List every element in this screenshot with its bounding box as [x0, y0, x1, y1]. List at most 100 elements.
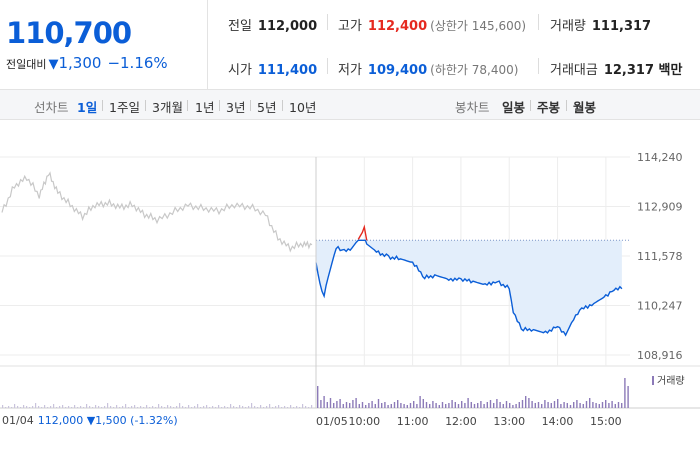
volume-bars — [2, 378, 629, 408]
divider — [530, 100, 531, 111]
volume-bar — [278, 405, 280, 408]
volume-bar — [598, 404, 600, 408]
volume-bar — [44, 405, 46, 408]
tab-3y[interactable]: 3년 — [226, 100, 246, 115]
volume-bar — [371, 401, 373, 408]
volume-bar — [470, 402, 472, 408]
volume-bar — [425, 402, 428, 408]
volume-legend: 거래량 — [652, 372, 685, 387]
volume-bar — [236, 407, 238, 408]
change-label: 전일대비 — [6, 58, 47, 71]
volume-bar — [377, 399, 380, 408]
tab-daily[interactable]: 일봉 — [502, 100, 526, 115]
volume-bar — [191, 407, 193, 408]
volume-bar — [116, 405, 118, 408]
tab-1w[interactable]: 1주일 — [109, 100, 140, 115]
tab-monthly[interactable]: 월봉 — [573, 100, 597, 115]
volume-bar — [227, 407, 229, 408]
stock-summary-header: 110,700 전일대비 ▼1,300 −1.16% 전일 112,000 고가 112… — [0, 0, 700, 90]
volume-bar — [374, 404, 376, 408]
volume-bar — [457, 404, 460, 408]
tab-5y[interactable]: 5년 — [257, 100, 277, 115]
volume-bar — [355, 398, 357, 408]
volume-bar — [329, 398, 332, 408]
volume-bar — [576, 400, 578, 408]
volume-bar — [29, 407, 31, 408]
volume-bar — [266, 406, 268, 408]
volume-bar — [512, 405, 514, 408]
volume-bar — [416, 404, 418, 408]
volume-bar — [149, 407, 151, 408]
volume-bar — [349, 403, 351, 408]
volume-bar — [515, 404, 517, 408]
volume-bar — [400, 403, 402, 408]
stat-value: 12,317 백만 — [603, 63, 683, 78]
volume-bar — [624, 378, 626, 408]
tab-weekly[interactable]: 주봉 — [537, 100, 561, 115]
tab-1y[interactable]: 1년 — [195, 100, 215, 115]
volume-bar — [621, 403, 623, 408]
volume-bar — [432, 401, 434, 408]
prev-day-summary: 01/04 112,000 ▼1,500 (-1.32%) — [2, 414, 178, 427]
volume-bar — [260, 405, 262, 408]
volume-bar — [617, 402, 620, 408]
volume-bar — [47, 407, 49, 408]
volume-bar — [140, 406, 142, 408]
divider — [327, 14, 328, 30]
volume-bar — [550, 403, 552, 408]
divider — [327, 58, 328, 74]
volume-bar — [627, 386, 629, 408]
tab-1d[interactable]: 1일 — [77, 100, 98, 115]
stat-label: 전일 — [228, 19, 252, 34]
y-tick-label: 112,909 — [637, 201, 683, 214]
volume-bar — [119, 407, 121, 408]
volume-bar — [86, 404, 88, 408]
volume-bar — [107, 403, 109, 408]
volume-bar — [230, 404, 232, 408]
volume-bar — [8, 406, 10, 408]
candle-chart-header: 봉차트 — [455, 100, 490, 115]
volume-bar — [563, 402, 565, 408]
price-box: 110,700 전일대비 ▼1,300 −1.16% — [0, 0, 208, 90]
volume-bar — [200, 407, 202, 408]
x-tick-label: 01/05 — [316, 415, 348, 428]
volume-bar — [445, 404, 447, 408]
volume-bar — [74, 405, 76, 408]
volume-bar — [419, 396, 421, 408]
tab-3m[interactable]: 3개월 — [152, 100, 183, 115]
volume-bar — [311, 405, 313, 408]
volume-bar — [387, 405, 389, 408]
volume-bar — [541, 404, 543, 408]
volume-bar — [185, 407, 187, 408]
volume-bar — [131, 406, 133, 408]
volume-bar — [239, 405, 241, 408]
volume-bar — [595, 403, 597, 408]
stat-high: 고가 112,400 (상한가 145,600) — [338, 15, 526, 34]
line-chart-header: 선차트 — [34, 100, 69, 115]
tab-10y[interactable]: 10년 — [289, 100, 317, 115]
volume-bar — [413, 401, 415, 408]
volume-bar — [573, 402, 575, 408]
volume-bar — [336, 401, 338, 408]
volume-bar — [305, 406, 307, 408]
stat-value: 111,400 — [257, 63, 318, 78]
volume-bar — [71, 407, 73, 408]
volume-bar — [614, 404, 616, 408]
chart-period-tabs: 선차트 1일 1주일 3개월 1년 3년 5년 10년 봉차트 일봉 주봉 월봉 — [0, 90, 700, 120]
volume-bar — [384, 402, 386, 408]
volume-bar — [605, 400, 607, 408]
volume-bar — [547, 402, 549, 408]
volume-bar — [308, 407, 310, 408]
volume-bar — [53, 404, 55, 408]
stat-open: 시가 111,400 — [228, 59, 317, 78]
volume-bar — [518, 402, 520, 408]
volume-bar — [92, 407, 94, 408]
volume-bar — [537, 402, 540, 408]
volume-bar — [560, 404, 562, 408]
stat-low: 저가 109,400 (하한가 78,400) — [338, 59, 518, 78]
stat-amount: 거래대금 12,317 백만 — [550, 59, 682, 78]
volume-bar — [194, 406, 196, 408]
volume-bar — [454, 402, 456, 408]
volume-bar — [152, 406, 154, 408]
volume-bar — [176, 406, 178, 408]
